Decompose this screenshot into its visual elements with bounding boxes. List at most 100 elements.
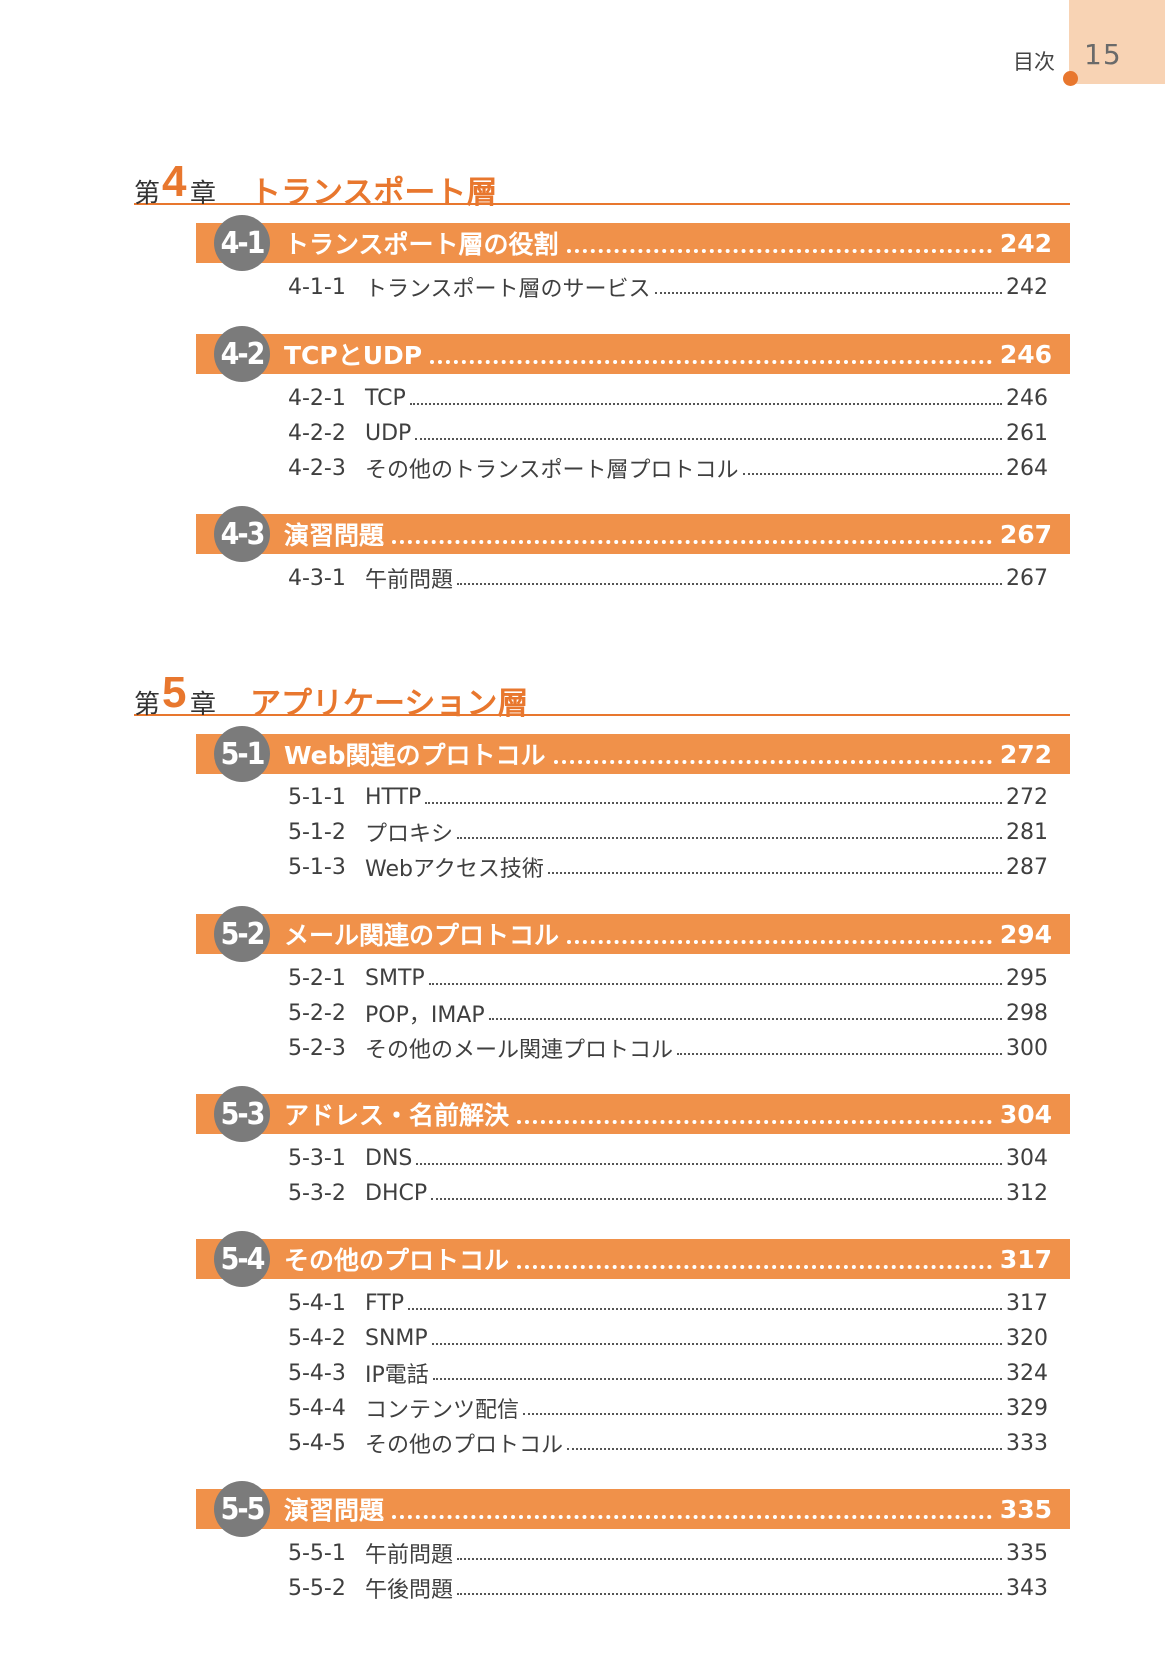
entry-title: 午後問題 [365,1578,454,1603]
entry-title: DHCP [365,1180,428,1206]
entry-title: POP，IMAP [365,1003,485,1028]
dotted-leader [431,1198,1002,1200]
entry-title: SNMP [365,1325,428,1351]
toc-entry[interactable]: 5-1-2 プロキシ 281 [288,816,1048,848]
toc-entry[interactable]: 5-2-3 その他のメール関連プロトコル 300 [288,1032,1048,1064]
entry-number: 5-4-5 [288,1430,346,1456]
entry-page: 287 [1006,854,1048,880]
dotted-leader [430,360,992,364]
section-page: 242 [999,228,1052,258]
entry-title: Webアクセス技術 [365,857,544,882]
entry-title: コンテンツ配信 [365,1398,520,1423]
dotted-leader [742,473,1002,475]
entry-number: 5-3-1 [288,1145,346,1171]
dotted-leader [457,1593,1002,1595]
entry-page: 272 [1006,784,1048,810]
section-badge: 5-5 [214,1481,270,1537]
toc-entry[interactable]: 4-2-1 TCP 246 [288,382,1048,414]
toc-entry[interactable]: 4-1-1 トランスポート層のサービス 242 [288,271,1048,303]
section-bar[interactable]: 5-3 アドレス・名前解決 304 [196,1086,1070,1142]
toc-entry[interactable]: 5-5-2 午後問題 343 [288,1572,1048,1604]
entry-number: 4-1-1 [288,274,346,300]
entry-number: 5-5-2 [288,1575,346,1601]
section-title: 演習問題 [284,521,385,550]
chapter-heading: 第 4 章 トランスポート層 [134,157,1070,211]
section-row: 演習問題 267 [284,514,1052,554]
dotted-leader [415,438,1002,440]
header-dot-icon [1063,71,1078,86]
section-bar[interactable]: 4-3 演習問題 267 [196,506,1070,562]
toc-entry[interactable]: 5-4-4 コンテンツ配信 329 [288,1392,1048,1424]
toc-entry[interactable]: 5-3-2 DHCP 312 [288,1177,1048,1209]
chapter-number: 4 [162,157,187,206]
section-page: 304 [999,1099,1052,1129]
toc-entry[interactable]: 5-4-1 FTP 317 [288,1287,1048,1319]
section-row: 演習問題 335 [284,1489,1052,1529]
dotted-leader [431,1343,1002,1345]
section-title: その他のプロトコル [284,1246,510,1275]
entry-page: 261 [1006,420,1048,446]
section-row: その他のプロトコル 317 [284,1239,1052,1279]
section-badge: 4-2 [214,326,270,382]
section-bar[interactable]: 5-4 その他のプロトコル 317 [196,1231,1070,1287]
entry-number: 5-4-1 [288,1290,346,1316]
chapter-suffix: 章 [190,690,217,720]
toc-entry[interactable]: 5-4-5 その他のプロトコル 333 [288,1427,1048,1459]
toc-entry[interactable]: 4-3-1 午前問題 267 [288,562,1048,594]
toc-entry[interactable]: 5-2-2 POP，IMAP 298 [288,997,1048,1029]
toc-entry[interactable]: 4-2-3 その他のトランスポート層プロトコル 264 [288,452,1048,484]
toc-entry[interactable]: 5-5-1 午前問題 335 [288,1537,1048,1569]
entry-title: その他のプロトコル [365,1433,564,1458]
entry-page: 329 [1006,1395,1048,1421]
toc-entry[interactable]: 5-2-1 SMTP 295 [288,962,1048,994]
toc-entry[interactable]: 5-4-3 IP電話 324 [288,1357,1048,1389]
entry-page: 295 [1006,965,1048,991]
section-page: 294 [999,919,1052,949]
entry-title: その他のトランスポート層プロトコル [365,458,739,483]
section-bar[interactable]: 4-2 TCPとUDP 246 [196,326,1070,382]
section-title: トランスポート層の役割 [284,230,559,259]
chapter-number: 5 [162,668,187,717]
section-bar[interactable]: 4-1 トランスポート層の役割 242 [196,215,1070,271]
dotted-leader [457,837,1002,839]
entry-number: 5-1-3 [288,854,346,880]
entry-number: 5-4-2 [288,1325,346,1351]
section-bar[interactable]: 5-1 Web関連のプロトコル 272 [196,726,1070,782]
entry-number: 4-2-1 [288,385,346,411]
entry-title: HTTP [365,784,422,810]
chapter-title: トランスポート層 [250,175,498,211]
entry-page: 343 [1006,1575,1048,1601]
entry-number: 5-1-2 [288,819,346,845]
entry-number: 5-4-3 [288,1360,346,1386]
entry-page: 242 [1006,274,1048,300]
toc-entry[interactable]: 4-2-2 UDP 261 [288,417,1048,449]
section-row: Web関連のプロトコル 272 [284,734,1052,774]
entry-title: SMTP [365,965,425,991]
toc-entry[interactable]: 5-3-1 DNS 304 [288,1142,1048,1174]
section-badge: 4-3 [214,506,270,562]
toc-entry[interactable]: 5-4-2 SNMP 320 [288,1322,1048,1354]
section-bar[interactable]: 5-2 メール関連のプロトコル 294 [196,906,1070,962]
section-bar[interactable]: 5-5 演習問題 335 [196,1481,1070,1537]
running-header-label: 目次 [1013,50,1055,74]
section-badge: 5-3 [214,1086,270,1142]
entry-number: 4-2-2 [288,420,346,446]
chapter-prefix: 第 [134,690,161,720]
section-page: 335 [999,1494,1052,1524]
dotted-leader [488,1018,1002,1020]
entry-page: 304 [1006,1145,1048,1171]
entry-number: 5-2-3 [288,1035,346,1061]
entry-number: 5-4-4 [288,1395,346,1421]
dotted-leader [654,292,1002,294]
toc-entry[interactable]: 5-1-3 Webアクセス技術 287 [288,851,1048,883]
chapter-suffix: 章 [190,179,217,209]
entry-title: その他のメール関連プロトコル [365,1038,674,1063]
chapter-prefix: 第 [134,179,161,209]
section-title: 演習問題 [284,1496,385,1525]
toc-entry[interactable]: 5-1-1 HTTP 272 [288,781,1048,813]
entry-page: 317 [1006,1290,1048,1316]
entry-title: 午前問題 [365,1543,454,1568]
entry-page: 246 [1006,385,1048,411]
page-tab [1069,0,1165,84]
section-badge: 4-1 [214,215,270,271]
